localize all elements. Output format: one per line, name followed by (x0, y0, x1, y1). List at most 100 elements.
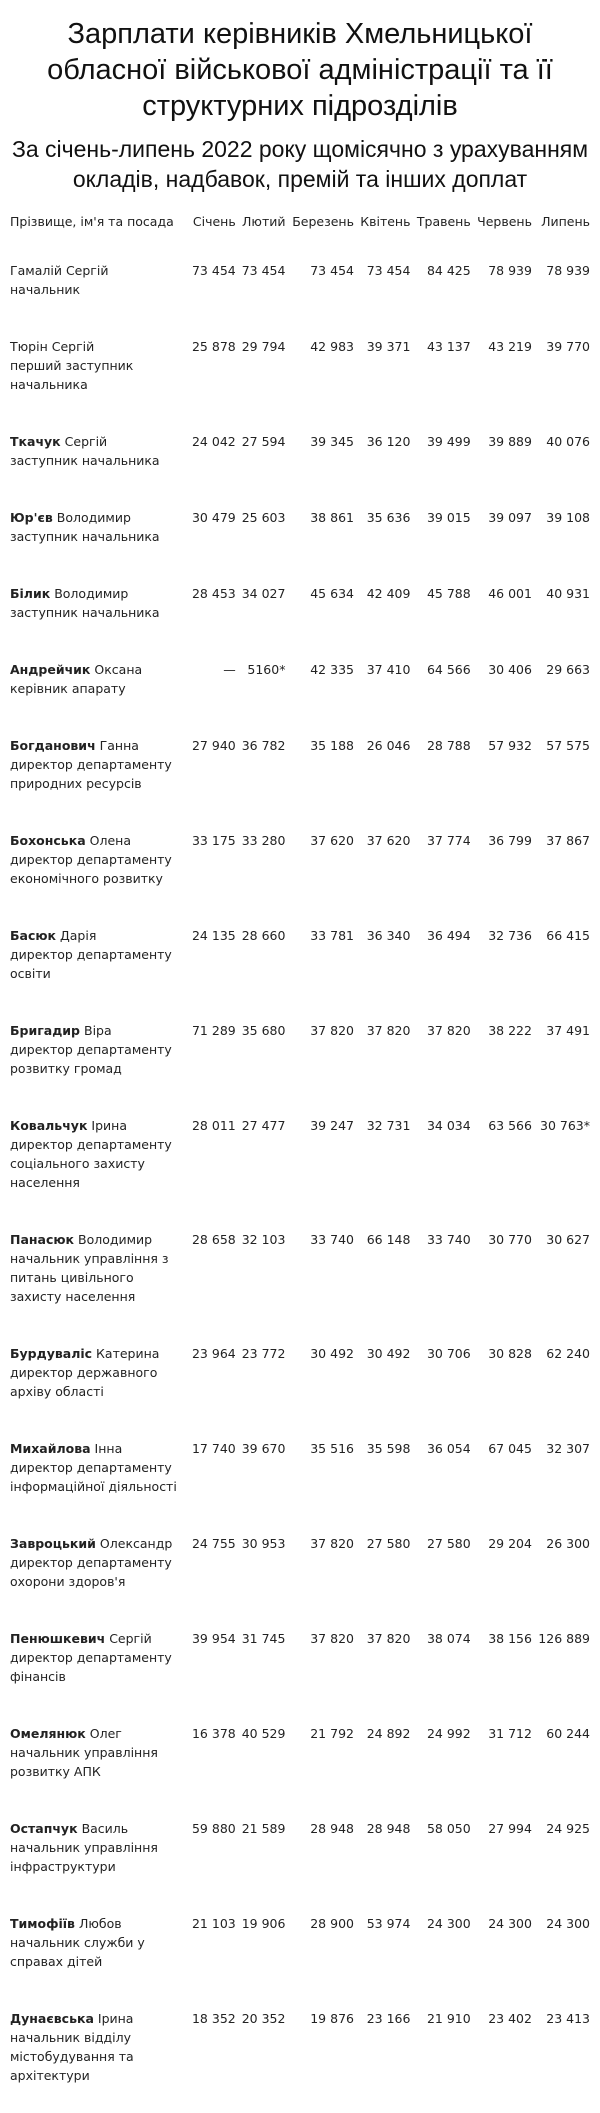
table-row: Омелянюк Олег начальник управління розвит… (8, 1714, 592, 1809)
header-row: Прізвище, ім'я та посада Січень Лютий Берез… (8, 214, 592, 251)
surname: Тюрін (10, 339, 48, 354)
person-cell: Ковальчук Ірина директор департаменту соц… (8, 1106, 188, 1220)
salary-cell: 126 889 (538, 1631, 590, 1646)
page: Зарплати керівників Хмельницької обласно… (10, 18, 590, 2083)
salary-cell: 60 244 (546, 1726, 590, 1741)
salary-cell: 23 964 (191, 1346, 236, 1361)
salary-cell: 36 120 (366, 434, 411, 449)
column-header: Лютий (242, 214, 286, 229)
salary-cell: 36 340 (366, 928, 411, 943)
salary-cell: 25 878 (191, 339, 236, 354)
table-row: Михайлова Інна директор департаменту інфо… (8, 1429, 592, 1524)
salary-cell: 20 352 (241, 2011, 286, 2026)
table-row: Білик Володимир заступник начальника 28 45… (8, 574, 592, 650)
salary-cell: 28 788 (426, 738, 471, 753)
salary-cell: 45 634 (310, 586, 354, 601)
first-name: Олег (89, 1726, 122, 1741)
title: Зарплати керівників Хмельницької обласно… (47, 18, 553, 122)
table-row: Остапчук Василь начальник управління інфр… (8, 1809, 592, 1904)
person-cell: Панасюк Володимир начальник управління з … (8, 1220, 188, 1334)
first-name: Любов (78, 1916, 122, 1931)
table-row: Бурдувалiс Катерина директор державного а… (8, 1334, 592, 1429)
salary-cell: 33 740 (426, 1232, 471, 1247)
salary-cell: 39 670 (241, 1441, 286, 1456)
surname: Остапчук (10, 1821, 78, 1836)
salary-cell: 37 820 (310, 1023, 354, 1038)
salary-cell: 64 566 (426, 662, 471, 677)
salary-cell: 78 939 (488, 263, 532, 278)
surname: Бурдувалiс (10, 1346, 93, 1361)
first-name: Оксана (94, 662, 143, 677)
salary-cell: 36 782 (241, 738, 286, 753)
table-row: Дунаєвська Ірина начальник відділу містоб… (8, 1999, 592, 2113)
salary-cell: 39 499 (426, 434, 471, 449)
salary-cell: 24 925 (546, 1821, 590, 1836)
first-name: Ганна (99, 738, 139, 753)
salary-cell: 38 222 (488, 1023, 532, 1038)
salary-cell: 24 135 (191, 928, 236, 943)
column-header: Квітень (360, 214, 411, 229)
person-cell: Бохонська Олена директор департаменту еко… (8, 821, 188, 916)
salary-cell: 39 108 (546, 510, 590, 525)
salary-cell: 37 620 (366, 833, 411, 848)
person-cell: Бурдувалiс Катерина директор державного а… (8, 1334, 188, 1429)
salary-cell: 23 402 (488, 2011, 532, 2026)
salary-cell: 27 580 (366, 1536, 411, 1551)
salary-cell: 33 175 (191, 833, 236, 848)
position: перший заступник начальника (10, 358, 134, 392)
table-row: Юр'єв Володимир заступник начальника 30 47… (8, 498, 592, 574)
salary-cell: 40 076 (546, 434, 590, 449)
first-name: Володимир (56, 510, 131, 525)
salary-cell: 37 820 (366, 1631, 411, 1646)
position: директор департаменту розвитку громад (10, 1042, 172, 1076)
salary-cell: 73 454 (366, 263, 411, 278)
salary-cell: 27 477 (241, 1118, 286, 1133)
table-row: Бригадир Віра директор департаменту розви… (8, 1011, 592, 1106)
salary-table: Прізвище, ім'я та посада Січень Лютий Берез… (8, 214, 592, 2113)
person-cell: Білик Володимир заступник начальника (8, 574, 188, 650)
salary-cell: 34 034 (426, 1118, 471, 1133)
salary-cell: 32 103 (241, 1232, 286, 1247)
salary-cell: 53 974 (366, 1916, 411, 1931)
salary-cell: 35 680 (241, 1023, 286, 1038)
person-cell: Омелянюк Олег начальник управління розвит… (8, 1714, 188, 1809)
surname: Бригадир (10, 1023, 81, 1038)
person-cell: Юр'єв Володимир заступник начальника (8, 498, 188, 574)
salary-cell: 24 300 (426, 1916, 471, 1931)
salary-cell: 30 763* (540, 1118, 590, 1133)
surname: Юр'єв (10, 510, 53, 525)
salary-cell: 38 074 (426, 1631, 471, 1646)
salary-cell: 33 781 (310, 928, 354, 943)
salary-cell: 27 594 (241, 434, 286, 449)
salary-cell: 39 097 (488, 510, 532, 525)
salary-cell: 37 410 (366, 662, 411, 677)
salary-cell: 58 050 (426, 1821, 471, 1836)
salary-cell: 63 566 (488, 1118, 532, 1133)
salary-cell: 43 137 (426, 339, 471, 354)
salary-cell: 24 755 (191, 1536, 236, 1551)
salary-cell: 35 636 (366, 510, 411, 525)
first-name: Віра (84, 1023, 112, 1038)
salary-cell: 29 794 (241, 339, 286, 354)
table-row: Басюк Дарія директор департаменту освіти 2… (8, 916, 592, 1011)
position: заступник начальника (10, 605, 160, 620)
salary-cell: 24 042 (191, 434, 236, 449)
surname: Омелянюк (10, 1726, 86, 1741)
salary-cell: 28 011 (191, 1118, 236, 1133)
surname: Дунаєвська (10, 2011, 94, 2026)
first-name: Василь (81, 1821, 129, 1836)
salary-cell: 36 799 (488, 833, 532, 848)
position: заступник начальника (10, 529, 160, 544)
salary-cell: 26 046 (366, 738, 411, 753)
salary-cell: 24 992 (426, 1726, 471, 1741)
first-name: Володимир (54, 586, 129, 601)
person-cell: Гамалій Сергій начальник (8, 251, 188, 327)
salary-cell: — (223, 662, 236, 677)
person-cell: Андрейчик Оксана керівник апарату (8, 650, 188, 726)
salary-cell: 30 706 (426, 1346, 471, 1361)
salary-cell: 39 954 (191, 1631, 236, 1646)
salary-cell: 73 454 (310, 263, 354, 278)
salary-cell: 39 015 (426, 510, 471, 525)
first-name: Сергій (65, 263, 109, 278)
position: заступник начальника (10, 453, 160, 468)
